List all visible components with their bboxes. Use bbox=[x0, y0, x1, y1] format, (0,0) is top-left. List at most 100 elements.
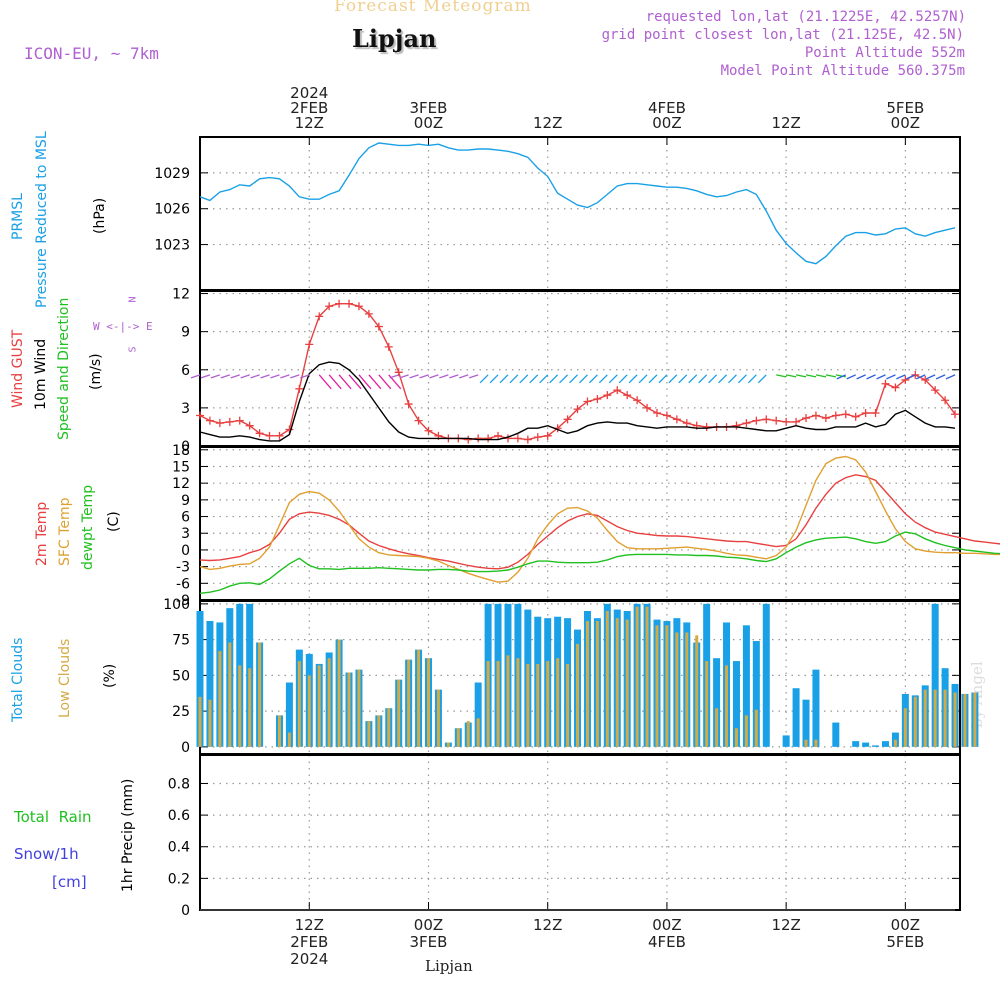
wind-gust-marker bbox=[821, 414, 830, 423]
low-cloud-bar bbox=[456, 728, 460, 747]
low-cloud-bar bbox=[635, 606, 639, 747]
wind-gust-marker bbox=[633, 396, 642, 405]
wind-direction-arrow bbox=[200, 374, 211, 379]
low-cloud-bar bbox=[814, 739, 818, 747]
top-time-label: 12Z bbox=[295, 114, 324, 132]
y-tick-label-precip: 0.4 bbox=[168, 840, 190, 856]
total-cloud-bar bbox=[881, 741, 889, 747]
low-cloud-bar bbox=[377, 715, 381, 747]
bottom-time-label: 12Z bbox=[533, 916, 562, 934]
y-tick-label-temperature: -6 bbox=[176, 576, 190, 592]
location-title: Lipjan bbox=[352, 24, 437, 53]
low-cloud-bar bbox=[466, 721, 470, 747]
wind-direction-arrow bbox=[338, 374, 352, 390]
low-cloud-bar bbox=[258, 642, 262, 747]
total-cloud-bar bbox=[832, 722, 840, 747]
y-tick-label-clouds: 75 bbox=[172, 633, 190, 649]
snow-unit: [cm] bbox=[52, 873, 87, 891]
total-cloud-bar bbox=[852, 741, 860, 747]
snow-legend: Snow/1h bbox=[14, 845, 79, 863]
grid-point-coordinates: grid point closest lon,lat (21.125E, 42.… bbox=[601, 27, 964, 43]
low-cloud-bar bbox=[277, 715, 281, 747]
wind-gust-marker bbox=[941, 396, 950, 405]
wind-direction-arrow bbox=[240, 374, 250, 379]
wind-gust-marker bbox=[205, 416, 214, 425]
wind-gust-marker bbox=[523, 435, 532, 444]
top-time-label: 00Z bbox=[891, 114, 920, 132]
wind-gust-marker bbox=[215, 419, 224, 428]
y-tick-label-precip: 0 bbox=[181, 903, 190, 919]
low-cloud-bar bbox=[903, 708, 907, 747]
y-tick-label-wind: 0 bbox=[181, 439, 190, 455]
wind-direction-arrow bbox=[290, 374, 300, 379]
wind-gust-marker bbox=[404, 400, 413, 409]
wind-direction-arrow bbox=[886, 374, 896, 380]
total-cloud-bar bbox=[732, 661, 740, 747]
top-time-label: 2FEB bbox=[290, 99, 328, 117]
wind-direction-arrow bbox=[479, 374, 489, 384]
model-label: ICON-EU, ~ 7km bbox=[24, 44, 159, 63]
wind-direction-arrow bbox=[368, 374, 382, 390]
wind-direction-arrow bbox=[925, 374, 936, 380]
y-tick-label-temperature: 0 bbox=[181, 543, 190, 559]
wind-direction-arrow bbox=[270, 374, 280, 379]
rain-legend: Total Rain bbox=[14, 808, 92, 826]
bottom-time-label: 3FEB bbox=[410, 933, 448, 951]
wind-gust-marker bbox=[374, 322, 383, 331]
bottom-time-label: 4FEB bbox=[648, 933, 686, 951]
wind-gust-marker bbox=[672, 415, 681, 424]
wind-gust-marker bbox=[354, 302, 363, 311]
wind-gust-marker bbox=[861, 408, 870, 417]
wind-direction-arrow bbox=[509, 374, 519, 384]
temp-2m-line bbox=[199, 474, 1000, 570]
wind-direction-arrow bbox=[618, 374, 628, 384]
wind-direction-arrow bbox=[459, 374, 469, 379]
wind-direction-arrow bbox=[896, 374, 906, 380]
wind-direction-arrow bbox=[328, 374, 342, 390]
total-cloud-bar bbox=[792, 688, 800, 747]
wind-direction-arrow bbox=[489, 374, 499, 384]
model-point-altitude: Model Point Altitude 560.375m bbox=[720, 63, 965, 79]
low-cloud-bar bbox=[655, 625, 659, 747]
bottom-time-label: 2FEB bbox=[290, 933, 328, 951]
temp-sfc-line bbox=[199, 455, 1000, 583]
total-cloud-bar bbox=[782, 735, 790, 747]
low-cloud-bar bbox=[327, 658, 331, 747]
wind-direction-arrow bbox=[786, 374, 797, 378]
wind-gust-marker bbox=[802, 414, 811, 423]
wind-direction-arrow bbox=[409, 374, 419, 379]
y-tick-label-pressure: 1029 bbox=[154, 166, 190, 182]
wind-direction-arrow bbox=[876, 374, 886, 380]
low-cloud-bar bbox=[417, 649, 421, 747]
pressure-line bbox=[199, 142, 956, 265]
wind-direction-arrow bbox=[835, 374, 846, 378]
bottom-time-label: 12Z bbox=[771, 916, 800, 934]
wind-direction-arrow bbox=[519, 374, 529, 384]
wind-direction-arrow bbox=[825, 374, 837, 378]
low-cloud-bar bbox=[973, 692, 977, 747]
wind-direction-arrow bbox=[795, 374, 807, 378]
y-tick-label-precip: 0.6 bbox=[168, 808, 190, 824]
wind-gust-marker bbox=[384, 342, 393, 351]
low-cloud-bar bbox=[347, 672, 351, 747]
wind-gust-marker bbox=[364, 309, 373, 318]
total-cloud-bar bbox=[872, 745, 880, 747]
temp-dewpt-line bbox=[199, 531, 1000, 594]
total-cloud-bar bbox=[762, 603, 770, 747]
y-tick-label-temperature: 9 bbox=[181, 493, 190, 509]
low-cloud-bar bbox=[397, 679, 401, 747]
low-cloud-bar bbox=[705, 661, 709, 747]
low-cloud-bar bbox=[238, 665, 242, 747]
wind-direction-arrow bbox=[915, 374, 926, 380]
chart-top-title: Forecast Meteogram bbox=[334, 0, 532, 16]
wind-gust-marker bbox=[682, 419, 691, 428]
low-cloud-bar bbox=[625, 619, 629, 747]
wind-direction-arrow bbox=[250, 374, 260, 379]
wind-gust-marker bbox=[414, 416, 423, 425]
wind-direction-arrow bbox=[539, 374, 549, 384]
y-tick-label-temperature: 12 bbox=[172, 476, 190, 492]
low-cloud-bar bbox=[446, 742, 450, 747]
wind-direction-arrow bbox=[737, 374, 747, 384]
bottom-time-label: 12Z bbox=[295, 916, 324, 934]
wind-gust-marker bbox=[931, 386, 940, 395]
